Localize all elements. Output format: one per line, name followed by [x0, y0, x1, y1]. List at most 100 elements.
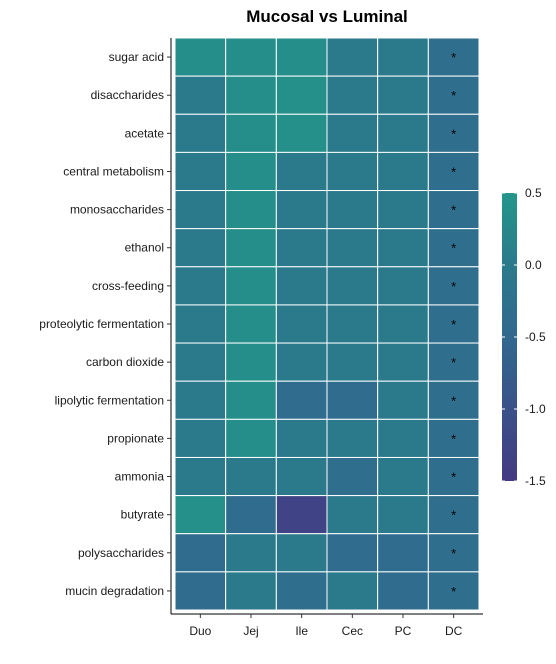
- heatmap-cell: [326, 75, 379, 115]
- significance-star: *: [451, 431, 456, 446]
- heatmap-cell: [326, 228, 379, 268]
- heatmap-cell: [174, 495, 227, 535]
- heatmap-cell: [174, 266, 227, 306]
- heatmap-cell: [174, 418, 227, 458]
- heatmap-cell: [174, 113, 227, 153]
- colorbar-tick-label: -0.5: [525, 330, 546, 344]
- heatmap-cell: [377, 418, 429, 458]
- heatmap-cell: [225, 151, 277, 192]
- heatmap-cell: [377, 75, 429, 115]
- heatmap-cell: [326, 113, 379, 153]
- heatmap-cell: [326, 456, 379, 497]
- y-tick-label: cross-feeding: [92, 279, 164, 293]
- heatmap-cell: [225, 495, 277, 535]
- significance-star: *: [451, 279, 456, 294]
- significance-star: *: [451, 355, 456, 370]
- heatmap-cell: [377, 37, 429, 77]
- heatmap-cell: [174, 151, 227, 192]
- heatmap-cell: [377, 113, 429, 153]
- y-tick-label: polysaccharides: [78, 546, 164, 560]
- colorbar: [502, 193, 517, 481]
- y-tick-label: acetate: [125, 126, 165, 140]
- significance-star: *: [451, 126, 456, 141]
- heatmap-cell: [275, 266, 328, 306]
- significance-star: *: [451, 203, 456, 218]
- y-tick-label: butyrate: [121, 508, 165, 522]
- heatmap-cell: [427, 456, 480, 497]
- heatmap-cell: [377, 151, 429, 192]
- heatmap-cell: [275, 75, 328, 115]
- heatmap-cell: [275, 37, 328, 77]
- heatmap-cell: [225, 266, 277, 306]
- y-tick-label: propionate: [107, 431, 164, 445]
- significance-star: *: [451, 584, 456, 599]
- heatmap-cell: [275, 228, 328, 268]
- heatmap-cell: [427, 37, 480, 77]
- y-axis-labels: sugar acid disaccharides acetate central me…: [39, 50, 171, 598]
- heatmap-cell: [275, 533, 328, 573]
- heatmap-cell: [225, 75, 277, 115]
- heatmap-cell: [427, 304, 480, 344]
- x-tick-label: Jej: [243, 624, 258, 638]
- x-tick-label: Ile: [295, 624, 308, 638]
- heatmap-cell: [377, 190, 429, 230]
- heatmap-cell: [225, 113, 277, 153]
- heatmap-cell: [174, 75, 227, 115]
- heatmap-cell: [326, 304, 379, 344]
- heatmap-cell: [275, 495, 328, 535]
- x-tick-label: DC: [445, 624, 463, 638]
- significance-star: *: [451, 50, 456, 65]
- heatmap-cell: [174, 456, 227, 497]
- heatmap-cell: [377, 266, 429, 306]
- heatmap-cell: [427, 75, 480, 115]
- heatmap-cell: [174, 228, 227, 268]
- heatmap-cell: [174, 380, 227, 420]
- heatmap-cell: [326, 571, 379, 611]
- heatmap-cell: [225, 418, 277, 458]
- x-axis-labels: Duo Jej Ile Cec PC DC: [189, 614, 463, 638]
- y-tick-label: disaccharides: [91, 88, 164, 102]
- y-tick-label: lipolytic fermentation: [55, 393, 164, 407]
- y-tick-label: monosaccharides: [70, 203, 164, 217]
- heatmap-cell: [326, 342, 379, 382]
- heatmap-cell: [326, 37, 379, 77]
- y-tick-label: ammonia: [115, 470, 165, 484]
- heatmap-cell: [174, 571, 227, 611]
- heatmap-cell: [377, 342, 429, 382]
- heatmap-cell: [427, 571, 480, 611]
- heatmap-cell: [275, 151, 328, 192]
- heatmap-cell: [377, 495, 429, 535]
- heatmap-cell: [377, 456, 429, 497]
- colorbar-tick-label: -1.5: [525, 474, 546, 488]
- heatmap-cell: [427, 151, 480, 192]
- heatmap-cell: [377, 380, 429, 420]
- heatmap-cell: [225, 456, 277, 497]
- heatmap-cell: [275, 342, 328, 382]
- heatmap-cell: [427, 228, 480, 268]
- x-tick-label: Cec: [342, 624, 363, 638]
- colorbar-tick-label: 0.0: [525, 258, 542, 272]
- heatmap-cell: [275, 113, 328, 153]
- y-tick-label: mucin degradation: [65, 584, 164, 598]
- heatmap-cell: [275, 571, 328, 611]
- heatmap-cell: [225, 228, 277, 268]
- heatmap-cell: [377, 571, 429, 611]
- heatmap-cell: [174, 190, 227, 230]
- y-tick-label: proteolytic fermentation: [39, 317, 164, 331]
- heatmap-cell: [326, 266, 379, 306]
- heatmap-cell: [225, 380, 277, 420]
- heatmap-cell: [275, 190, 328, 230]
- heatmap-cell: [225, 533, 277, 573]
- heatmap-cell: [225, 37, 277, 77]
- heatmap-cell: [427, 380, 480, 420]
- significance-markers: * * * * * * * * * * * * * * *: [451, 50, 456, 599]
- heatmap-cell: [174, 533, 227, 573]
- heatmap-cell: [377, 533, 429, 573]
- heatmap-cell: [326, 495, 379, 535]
- y-tick-label: central metabolism: [63, 164, 164, 178]
- heatmap-cell: [225, 304, 277, 344]
- heatmap-cell: [326, 380, 379, 420]
- heatmap-cells: [174, 37, 480, 611]
- heatmap-cell: [174, 304, 227, 344]
